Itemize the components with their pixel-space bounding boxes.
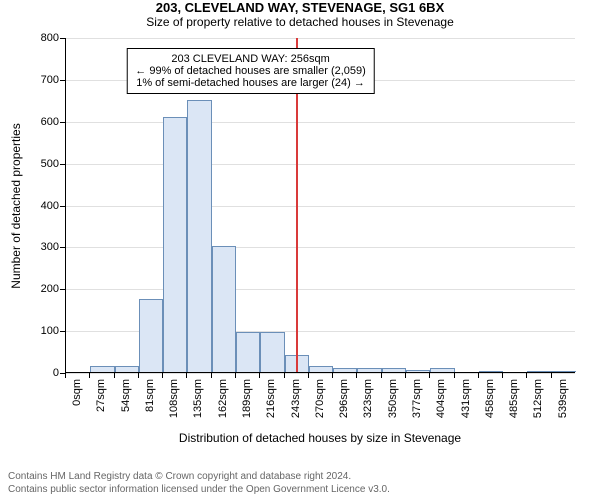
histogram-bar bbox=[527, 371, 551, 372]
x-tick-label: 296sqm bbox=[332, 379, 350, 418]
x-tick-label: 81sqm bbox=[138, 379, 156, 412]
x-tick-label: 189sqm bbox=[235, 379, 253, 418]
gridline bbox=[66, 289, 575, 290]
footer-line-1: Contains HM Land Registry data © Crown c… bbox=[8, 471, 592, 484]
plot-area: 203 CLEVELAND WAY: 256sqm← 99% of detach… bbox=[65, 38, 575, 373]
histogram-bar bbox=[236, 332, 260, 372]
histogram-bar bbox=[406, 370, 430, 372]
footer: Contains HM Land Registry data © Crown c… bbox=[8, 471, 592, 496]
gridline bbox=[66, 247, 575, 248]
annotation-line: 203 CLEVELAND WAY: 256sqm bbox=[135, 53, 366, 65]
histogram-bar bbox=[115, 366, 139, 372]
x-tick-label: 0sqm bbox=[65, 379, 83, 406]
histogram-bar bbox=[187, 100, 211, 372]
x-tick-label: 512sqm bbox=[526, 379, 544, 418]
annotation-line: 1% of semi-detached houses are larger (2… bbox=[135, 77, 366, 89]
histogram-bar bbox=[552, 371, 576, 372]
x-tick-label: 377sqm bbox=[405, 379, 423, 418]
x-tick-label: 27sqm bbox=[89, 379, 107, 412]
x-tick-label: 485sqm bbox=[502, 379, 520, 418]
gridline bbox=[66, 206, 575, 207]
histogram-bar bbox=[430, 368, 454, 372]
histogram-bar bbox=[333, 368, 357, 372]
y-axis-label: Number of detached properties bbox=[9, 123, 23, 288]
chart-title: 203, CLEVELAND WAY, STEVENAGE, SG1 6BX bbox=[0, 0, 600, 15]
annotation-line: ← 99% of detached houses are smaller (2,… bbox=[135, 65, 366, 77]
histogram-bar bbox=[212, 246, 236, 372]
histogram-bar bbox=[479, 371, 503, 372]
x-tick-label: 539sqm bbox=[551, 379, 569, 418]
histogram-bar bbox=[139, 299, 163, 372]
chart-subtitle: Size of property relative to detached ho… bbox=[0, 15, 600, 29]
histogram-bar bbox=[357, 368, 381, 372]
annotation-box: 203 CLEVELAND WAY: 256sqm← 99% of detach… bbox=[126, 48, 375, 94]
histogram-bar bbox=[309, 366, 333, 372]
x-tick-label: 323sqm bbox=[356, 379, 374, 418]
gridline bbox=[66, 373, 575, 374]
x-tick-label: 216sqm bbox=[259, 379, 277, 418]
plot: 203 CLEVELAND WAY: 256sqm← 99% of detach… bbox=[65, 38, 575, 373]
x-tick-label: 162sqm bbox=[211, 379, 229, 418]
x-tick-label: 431sqm bbox=[454, 379, 472, 418]
histogram-bar bbox=[163, 117, 187, 372]
histogram-bar bbox=[260, 332, 284, 372]
x-tick-label: 270sqm bbox=[308, 379, 326, 418]
gridline bbox=[66, 122, 575, 123]
histogram-bar bbox=[90, 366, 114, 372]
histogram-bar bbox=[382, 368, 406, 372]
x-tick-label: 458sqm bbox=[478, 379, 496, 418]
gridline bbox=[66, 164, 575, 165]
x-axis-label: Distribution of detached houses by size … bbox=[65, 431, 575, 445]
x-tick-label: 350sqm bbox=[381, 379, 399, 418]
x-tick-label: 243sqm bbox=[284, 379, 302, 418]
footer-line-2: Contains public sector information licen… bbox=[8, 484, 592, 497]
x-tick-label: 135sqm bbox=[186, 379, 204, 418]
x-tick-label: 54sqm bbox=[114, 379, 132, 412]
x-tick-label: 108sqm bbox=[162, 379, 180, 418]
gridline bbox=[66, 38, 575, 39]
x-tick-label: 404sqm bbox=[429, 379, 447, 418]
